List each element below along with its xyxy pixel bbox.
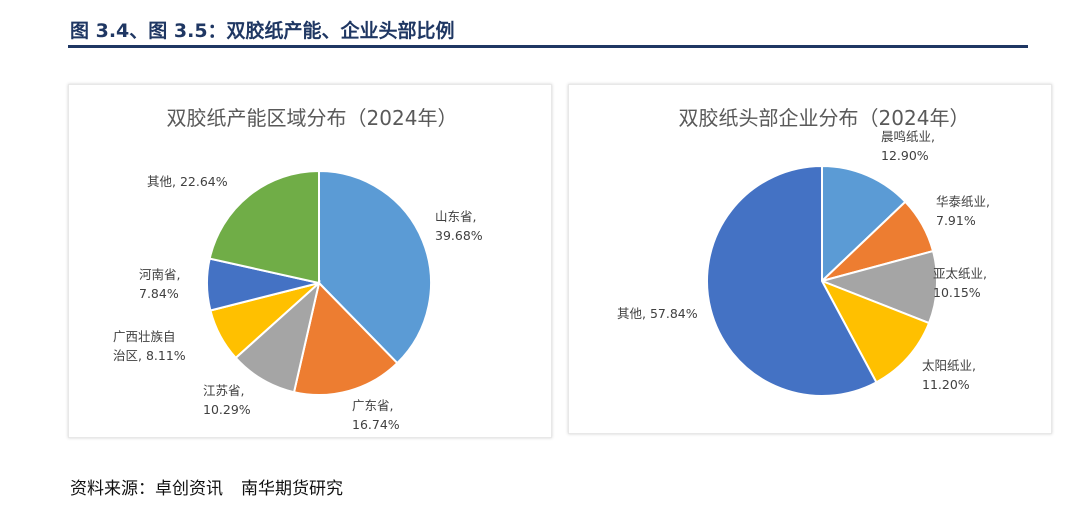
chart-title: 双胶纸产能区域分布（2024年） (167, 106, 458, 130)
pie-slice (292, 280, 399, 396)
figure-title: 图 3.4、图 3.5：双胶纸产能、企业头部比例 (70, 20, 455, 42)
slice-label: 华泰纸业, 7.91% (936, 194, 990, 228)
chart-panel-region: 双胶纸产能区域分布（2024年） 山东省, 39.68% 广东省, 16.74% 江苏省,… (68, 84, 552, 438)
slice-label: 河南省, 7.84% (139, 267, 180, 301)
pie-chart-companies: 双胶纸头部企业分布（2024年）晨鸣纸业, 12.90%华泰纸业, 7.91% 亚太纸… (617, 106, 990, 397)
pie-slice (819, 279, 931, 384)
source-label: 资料来源： (70, 479, 155, 499)
pie-slice (818, 249, 938, 325)
slice-label: 江苏省, 10.29% (203, 383, 251, 417)
slice-label: 广东省, 16.74% (352, 398, 400, 432)
chart-panel-companies: 双胶纸头部企业分布（2024年） 晨鸣纸业, 12.90% 华泰纸业, 7.91% 亚太纸… (568, 84, 1052, 434)
source-note: 资料来源：卓创资讯 南华期货研究 (70, 474, 361, 499)
pie-slice (821, 164, 907, 284)
pie-slice (706, 164, 878, 397)
slice-label: 其他, 57.84% (617, 306, 698, 321)
title-rule (68, 45, 1028, 48)
source-item: 南华期货研究 (241, 479, 343, 499)
pie-slice (318, 169, 432, 365)
slice-label: 其他, 22.64% (147, 174, 228, 189)
slice-label: 晨鸣纸业, 12.90% (881, 129, 935, 163)
slice-label: 山东省, 39.68% (435, 209, 483, 243)
chart-title: 双胶纸头部企业分布（2024年） (679, 106, 970, 130)
source-item: 卓创资讯 (155, 479, 223, 499)
slice-label: 广西壮族自治区, 8.11% (113, 329, 186, 363)
slice-label: 太阳纸业, 11.20% (922, 358, 976, 392)
pie-slice (208, 169, 320, 285)
pie-chart-region: 双胶纸产能区域分布（2024年） 山东省, 39.68% 广东省, 16.74% 江苏省,… (113, 106, 483, 432)
slice-label: 亚太纸业, 10.15% (933, 266, 987, 300)
